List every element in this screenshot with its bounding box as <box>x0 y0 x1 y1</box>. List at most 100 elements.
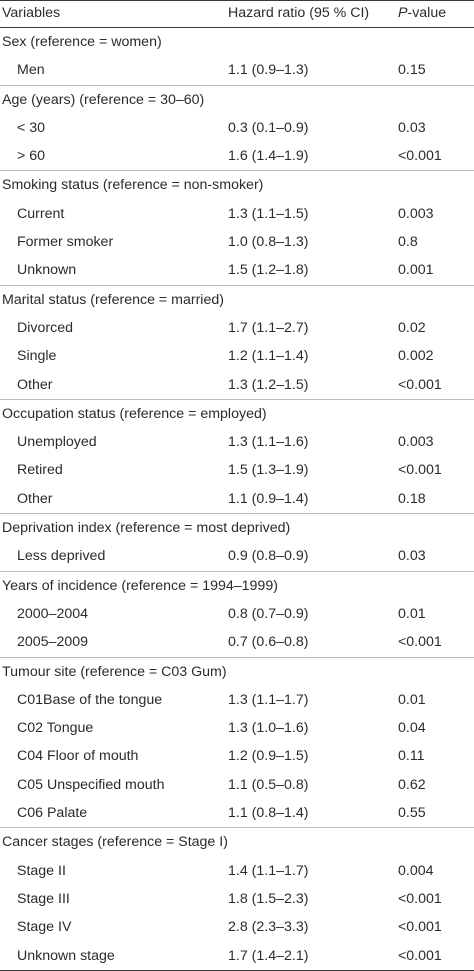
table-row: 2005–2009 0.7 (0.6–0.8) <0.001 <box>0 628 474 656</box>
p-value-cell: 0.02 <box>398 319 426 336</box>
group-heading-row: Occupation status (reference = employed) <box>0 398 474 428</box>
variable-label: < 30 <box>17 119 46 136</box>
table-row: C04 Floor of mouth 1.2 (0.9–1.5) 0.11 <box>0 742 474 770</box>
hazard-ratio-cell: 1.1 (0.9–1.4) <box>228 490 309 507</box>
hazard-ratio-cell: 1.5 (1.3–1.9) <box>228 462 309 479</box>
variable-label: Unemployed <box>17 434 97 451</box>
table-row: C02 Tongue 1.3 (1.0–1.6) 0.04 <box>0 714 474 742</box>
p-value-cell: <0.001 <box>398 919 442 936</box>
group-heading-row: Deprivation index (reference = most depr… <box>0 513 474 542</box>
p-value-cell: 0.004 <box>398 862 434 879</box>
variable-label: C04 Floor of mouth <box>17 748 139 765</box>
hazard-ratio-cell: 1.8 (1.5–2.3) <box>228 890 309 907</box>
variable-label: C06 Palate <box>17 805 88 822</box>
group-heading-row: Smoking status (reference = non-smoker) <box>0 170 474 199</box>
hazard-ratio-cell: 1.3 (1.0–1.6) <box>228 720 309 737</box>
group-heading-row: Years of incidence (reference = 1994–199… <box>0 570 474 600</box>
group-label: Tumour site (reference = C03 Gum) <box>2 663 227 680</box>
p-value-cell: <0.001 <box>398 462 442 479</box>
table-row: Other 1.1 (0.9–1.4) 0.18 <box>0 485 474 513</box>
hazard-ratio-cell: 1.2 (0.9–1.5) <box>228 748 309 765</box>
table-row: C06 Palate 1.1 (0.8–1.4) 0.55 <box>0 799 474 827</box>
table-row: Unknown stage 1.7 (1.4–2.1) <0.001 <box>0 942 474 970</box>
variable-label: Unknown stage <box>17 947 115 964</box>
variable-label: Stage III <box>17 890 70 907</box>
p-value-cell: <0.001 <box>398 634 442 651</box>
table-row: Stage II 1.4 (1.1–1.7) 0.004 <box>0 857 474 885</box>
table-body: Sex (reference = women) Men 1.1 (0.9–1.3) 0… <box>0 28 474 970</box>
table-row: Other 1.3 (1.2–1.5) <0.001 <box>0 371 474 399</box>
table-row: Divorced 1.7 (1.1–2.7) 0.02 <box>0 314 474 342</box>
variable-label: > 60 <box>17 148 46 165</box>
group-label: Smoking status (reference = non-smoker) <box>2 177 264 194</box>
table-row: Unemployed 1.3 (1.1–1.6) 0.003 <box>0 428 474 456</box>
variable-label: Former smoker <box>17 234 114 251</box>
hazard-ratio-cell: 1.6 (1.4–1.9) <box>228 148 309 165</box>
table-row: Stage IV 2.8 (2.3–3.3) <0.001 <box>0 913 474 941</box>
variable-label: 2000–2004 <box>17 605 89 622</box>
variable-label: Single <box>17 348 57 365</box>
variable-label: Other <box>17 376 53 393</box>
p-value-cell: 0.03 <box>398 119 426 136</box>
group-label: Deprivation index (reference = most depr… <box>2 520 291 537</box>
p-value-cell: <0.001 <box>398 890 442 907</box>
p-value-cell: <0.001 <box>398 148 442 165</box>
hazard-ratio-cell: 1.1 (0.9–1.3) <box>228 62 309 79</box>
hazard-ratio-cell: 0.7 (0.6–0.8) <box>228 634 309 651</box>
table-row: Current 1.3 (1.1–1.5) 0.003 <box>0 200 474 228</box>
group-heading-row: Age (years) (reference = 30–60) <box>0 84 474 114</box>
variable-label: C02 Tongue <box>17 720 94 737</box>
table-row: C05 Unspecified mouth 1.1 (0.5–0.8) 0.62 <box>0 771 474 799</box>
hazard-ratio-cell: 1.3 (1.1–1.5) <box>228 205 309 222</box>
group-heading-row: Sex (reference = women) <box>0 28 474 56</box>
p-value-cell: 0.04 <box>398 720 426 737</box>
variable-label: Men <box>17 62 45 79</box>
group-label: Occupation status (reference = employed) <box>2 405 267 422</box>
variable-label: 2005–2009 <box>17 634 89 651</box>
p-value-cell: 0.01 <box>398 605 426 622</box>
group-heading-row: Marital status (reference = married) <box>0 284 474 314</box>
hazard-ratio-cell: 1.5 (1.2–1.8) <box>228 262 309 279</box>
hazard-ratio-cell: 1.0 (0.8–1.3) <box>228 234 309 251</box>
header-variables: Variables <box>2 5 61 21</box>
hazard-ratio-cell: 1.2 (1.1–1.4) <box>228 348 309 365</box>
p-value-cell: 0.62 <box>398 776 426 793</box>
table-row: 2000–2004 0.8 (0.7–0.9) 0.01 <box>0 600 474 628</box>
hazard-ratio-cell: 1.3 (1.1–1.7) <box>228 691 309 708</box>
table-row: Retired 1.5 (1.3–1.9) <0.001 <box>0 456 474 484</box>
p-value-cell: 0.18 <box>398 490 426 507</box>
variable-label: C01Base of the tongue <box>17 691 163 708</box>
variable-label: Stage II <box>17 862 66 879</box>
table-header-row: Variables Hazard ratio (95 % CI) P-value <box>0 0 474 28</box>
hazard-ratio-cell: 1.3 (1.1–1.6) <box>228 434 309 451</box>
p-value-cell: 0.55 <box>398 805 426 822</box>
header-hazard-ratio: Hazard ratio (95 % CI) <box>228 5 370 21</box>
hazard-ratio-cell: 1.1 (0.8–1.4) <box>228 805 309 822</box>
group-label: Marital status (reference = married) <box>2 291 224 308</box>
group-heading-row: Cancer stages (reference = Stage I) <box>0 827 474 856</box>
group-label: Sex (reference = women) <box>2 34 162 50</box>
p-value-cell: 0.03 <box>398 548 426 565</box>
p-value-cell: 0.15 <box>398 62 426 79</box>
p-value-cell: 0.002 <box>398 348 434 365</box>
variable-label: Less deprived <box>17 548 106 565</box>
hazard-ratio-cell: 0.3 (0.1–0.9) <box>228 119 309 136</box>
hazard-ratio-cell: 0.8 (0.7–0.9) <box>228 605 309 622</box>
group-heading-row: Tumour site (reference = C03 Gum) <box>0 656 474 686</box>
group-label: Cancer stages (reference = Stage I) <box>2 834 228 851</box>
variable-label: Current <box>17 205 65 222</box>
variable-label: Other <box>17 490 53 507</box>
p-value-cell: 0.001 <box>398 262 434 279</box>
table-row: < 30 0.3 (0.1–0.9) 0.03 <box>0 114 474 142</box>
p-value-cell: 0.01 <box>398 691 426 708</box>
p-value-cell: <0.001 <box>398 947 442 964</box>
hazard-ratio-cell: 1.7 (1.1–2.7) <box>228 319 309 336</box>
variable-label: Divorced <box>17 319 73 336</box>
p-value-cell: 0.8 <box>398 234 418 251</box>
group-label: Years of incidence (reference = 1994–199… <box>2 577 278 594</box>
hazard-ratio-cell: 1.1 (0.5–0.8) <box>228 776 309 793</box>
variable-label: Retired <box>17 462 63 479</box>
hazard-ratio-cell: 2.8 (2.3–3.3) <box>228 919 309 936</box>
table-row: Unknown 1.5 (1.2–1.8) 0.001 <box>0 256 474 284</box>
